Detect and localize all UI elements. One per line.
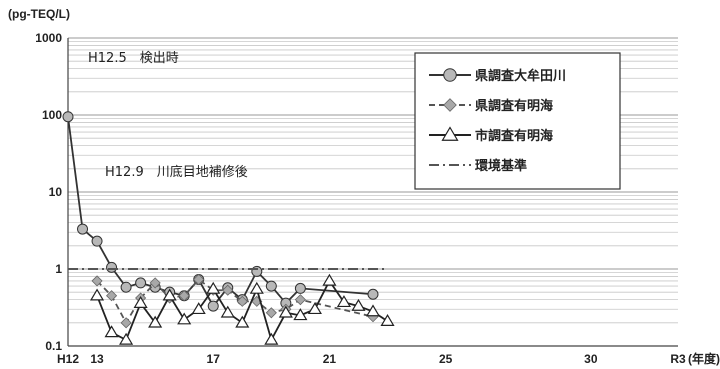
triangle-marker [133,295,148,308]
circle-marker [265,280,277,292]
triangle-marker [206,281,221,294]
x-tick-label: 30 [584,352,598,366]
series [89,273,395,345]
triangle-marker [307,302,322,315]
circle-marker [251,265,263,277]
y-axis-unit-label: (pg-TEQ/L) [8,7,70,21]
triangle-marker [148,315,163,328]
x-axis-ticks: H12 13 17 21 25 30 R3 [57,352,686,366]
y-tick-label: 1000 [35,31,62,45]
circle-marker [91,235,103,247]
y-tick-label: 100 [42,108,62,122]
triangle-marker [336,295,352,308]
annotations: H12.5 検出時 H12.9 川底目地補修後 [88,51,248,180]
circle-marker [135,277,147,289]
diamond-marker [265,307,277,319]
y-tick-label: 1 [55,262,62,276]
y-axis-ticks: 1000 100 10 1 0.1 [35,31,62,353]
triangle-marker [380,314,395,326]
circle-marker [62,111,74,123]
triangle-marker [162,288,177,301]
triangle-marker [177,312,192,325]
diamond-marker [91,275,103,287]
x-tick-label: H12 [57,352,79,366]
diamond-marker [443,98,457,112]
circle-marker [120,281,132,293]
axes [67,38,678,347]
triangle-marker [278,305,293,318]
triangle-marker [235,315,250,328]
series-line [96,278,374,325]
triangle-marker [220,305,235,318]
chart-annotation: H12.5 検出時 [88,51,179,66]
diamond-marker [178,290,190,302]
diamond-marker [149,277,161,289]
circle-marker [207,300,219,312]
x-tick-label: 13 [90,352,104,366]
chart-annotation: H12.9 川底目地補修後 [105,164,248,180]
legend-label: 環境基準 [475,158,527,174]
circle-marker [367,288,379,300]
x-tick-label: R3 [670,352,686,366]
circle-marker [77,223,89,235]
legend-label: 県調査有明海 [475,98,553,114]
triangle-marker [351,298,366,311]
triangle-marker [191,302,206,315]
triangle-marker [249,281,264,294]
circle-marker [106,261,118,273]
triangle-marker [322,273,337,286]
triangle-marker [441,126,459,141]
triangle-marker [89,288,105,301]
x-tick-label: 21 [323,352,337,366]
diamond-marker [294,294,306,306]
series-line [96,279,389,343]
diamond-marker [193,273,205,286]
legend-label: 市調査有明海 [475,128,553,144]
y-tick-label: 10 [49,185,63,199]
diamond-marker [236,295,248,307]
diamond-marker [120,317,132,329]
x-axis-unit-label: (年度) [688,351,720,366]
legend-label: 県調査大牟田川 [475,68,566,84]
circle-marker [443,68,457,82]
triangle-marker [104,325,119,338]
series-layer [62,111,395,345]
x-tick-label: 25 [439,352,453,366]
y-tick-label: 0.1 [45,339,62,353]
triangle-marker [119,332,134,345]
triangle-marker [264,332,279,345]
x-tick-label: 17 [207,352,221,366]
diamond-marker [106,290,118,302]
triangle-marker [365,304,381,317]
circle-marker [294,282,306,294]
triangle-marker [293,308,308,321]
diamond-marker [222,284,234,296]
